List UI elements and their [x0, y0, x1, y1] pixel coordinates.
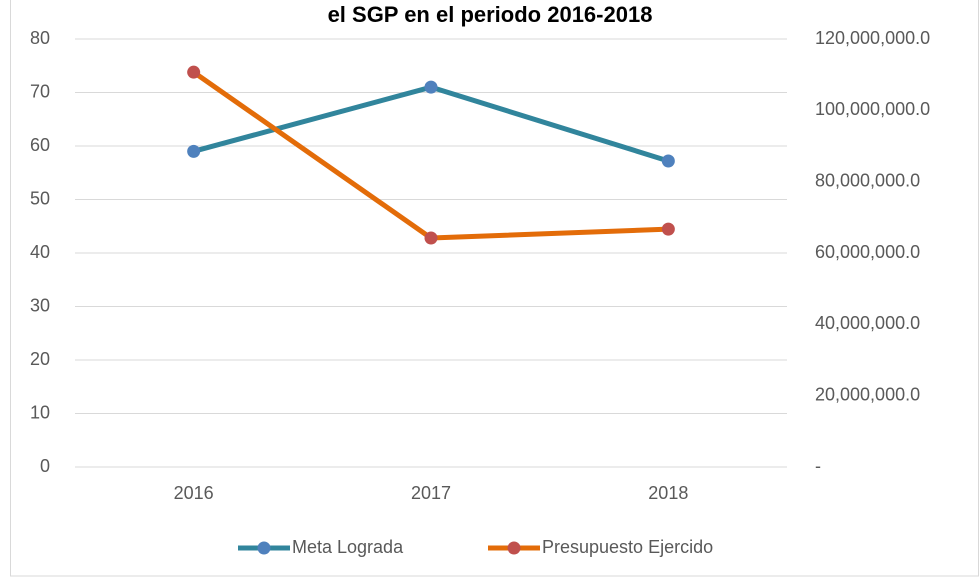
y-tick-label: 80	[30, 28, 50, 48]
y-tick-label: 30	[30, 295, 50, 315]
y-tick-label: 10	[30, 402, 50, 422]
chart-title: el SGP en el periodo 2016-2018	[328, 2, 653, 27]
legend-marker	[507, 541, 521, 555]
y2-tick-label: 120,000,000.0	[815, 28, 930, 48]
x-tick-label: 2017	[411, 483, 451, 503]
y2-tick-label: 60,000,000.0	[815, 242, 920, 262]
data-point	[424, 80, 438, 94]
y2-tick-label: 20,000,000.0	[815, 384, 920, 404]
y-tick-label: 0	[40, 456, 50, 476]
legend-label: Presupuesto Ejercido	[542, 537, 713, 557]
legend-marker	[257, 541, 271, 555]
y2-tick-label: 80,000,000.0	[815, 170, 920, 190]
data-point	[661, 222, 675, 236]
series-line	[192, 70, 669, 241]
y-tick-label: 40	[30, 242, 50, 262]
data-point	[187, 65, 201, 79]
y-tick-label: 20	[30, 349, 50, 369]
y-tick-label: 70	[30, 81, 50, 101]
legend-label: Meta Lograda	[292, 537, 404, 557]
data-point	[187, 144, 201, 158]
y2-tick-label: 100,000,000.0	[815, 99, 930, 119]
y2-tick-label: 40,000,000.0	[815, 313, 920, 333]
y-tick-label: 60	[30, 135, 50, 155]
x-tick-label: 2018	[648, 483, 688, 503]
y-tick-label: 50	[30, 188, 50, 208]
data-point	[424, 231, 438, 245]
x-tick-label: 2016	[174, 483, 214, 503]
y2-tick-label: -	[815, 456, 821, 476]
data-point	[661, 154, 675, 168]
chart-border	[10, 0, 979, 577]
